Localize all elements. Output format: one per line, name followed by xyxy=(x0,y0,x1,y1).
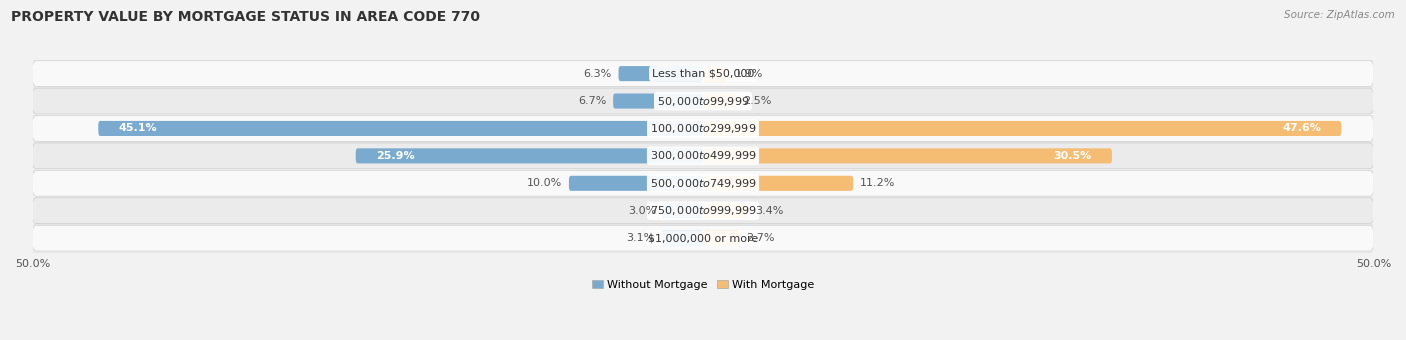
FancyBboxPatch shape xyxy=(703,176,853,191)
FancyBboxPatch shape xyxy=(32,143,1374,169)
Text: $750,000 to $999,999: $750,000 to $999,999 xyxy=(650,204,756,217)
Text: 6.7%: 6.7% xyxy=(578,96,606,106)
Text: $500,000 to $749,999: $500,000 to $749,999 xyxy=(650,177,756,190)
FancyBboxPatch shape xyxy=(32,198,1374,224)
FancyBboxPatch shape xyxy=(703,121,1341,136)
Text: Source: ZipAtlas.com: Source: ZipAtlas.com xyxy=(1284,10,1395,20)
Text: $1,000,000 or more: $1,000,000 or more xyxy=(648,233,758,243)
FancyBboxPatch shape xyxy=(619,66,703,81)
Text: 6.3%: 6.3% xyxy=(583,69,612,79)
Text: 3.1%: 3.1% xyxy=(627,233,655,243)
Text: 1.9%: 1.9% xyxy=(735,69,763,79)
FancyBboxPatch shape xyxy=(703,203,748,218)
FancyBboxPatch shape xyxy=(613,94,703,108)
FancyBboxPatch shape xyxy=(32,116,1374,141)
Text: 45.1%: 45.1% xyxy=(118,123,157,134)
FancyBboxPatch shape xyxy=(356,148,703,164)
FancyBboxPatch shape xyxy=(569,176,703,191)
Text: 25.9%: 25.9% xyxy=(375,151,415,161)
Legend: Without Mortgage, With Mortgage: Without Mortgage, With Mortgage xyxy=(588,275,818,294)
FancyBboxPatch shape xyxy=(32,170,1374,196)
Text: PROPERTY VALUE BY MORTGAGE STATUS IN AREA CODE 770: PROPERTY VALUE BY MORTGAGE STATUS IN ARE… xyxy=(11,10,481,24)
FancyBboxPatch shape xyxy=(661,231,703,246)
FancyBboxPatch shape xyxy=(32,225,1374,251)
FancyBboxPatch shape xyxy=(32,88,1374,114)
Text: 2.5%: 2.5% xyxy=(744,96,772,106)
Text: $50,000 to $99,999: $50,000 to $99,999 xyxy=(657,95,749,107)
Text: 2.7%: 2.7% xyxy=(747,233,775,243)
FancyBboxPatch shape xyxy=(703,231,740,246)
Text: 3.0%: 3.0% xyxy=(628,206,657,216)
FancyBboxPatch shape xyxy=(703,148,1112,164)
FancyBboxPatch shape xyxy=(703,94,737,108)
FancyBboxPatch shape xyxy=(32,61,1374,86)
Text: 30.5%: 30.5% xyxy=(1053,151,1092,161)
Text: $100,000 to $299,999: $100,000 to $299,999 xyxy=(650,122,756,135)
Text: $300,000 to $499,999: $300,000 to $499,999 xyxy=(650,149,756,163)
Text: 47.6%: 47.6% xyxy=(1282,123,1322,134)
Text: 3.4%: 3.4% xyxy=(755,206,783,216)
Text: 10.0%: 10.0% xyxy=(527,178,562,188)
Text: Less than $50,000: Less than $50,000 xyxy=(652,69,754,79)
Text: 11.2%: 11.2% xyxy=(860,178,896,188)
FancyBboxPatch shape xyxy=(98,121,703,136)
FancyBboxPatch shape xyxy=(703,66,728,81)
FancyBboxPatch shape xyxy=(662,203,703,218)
